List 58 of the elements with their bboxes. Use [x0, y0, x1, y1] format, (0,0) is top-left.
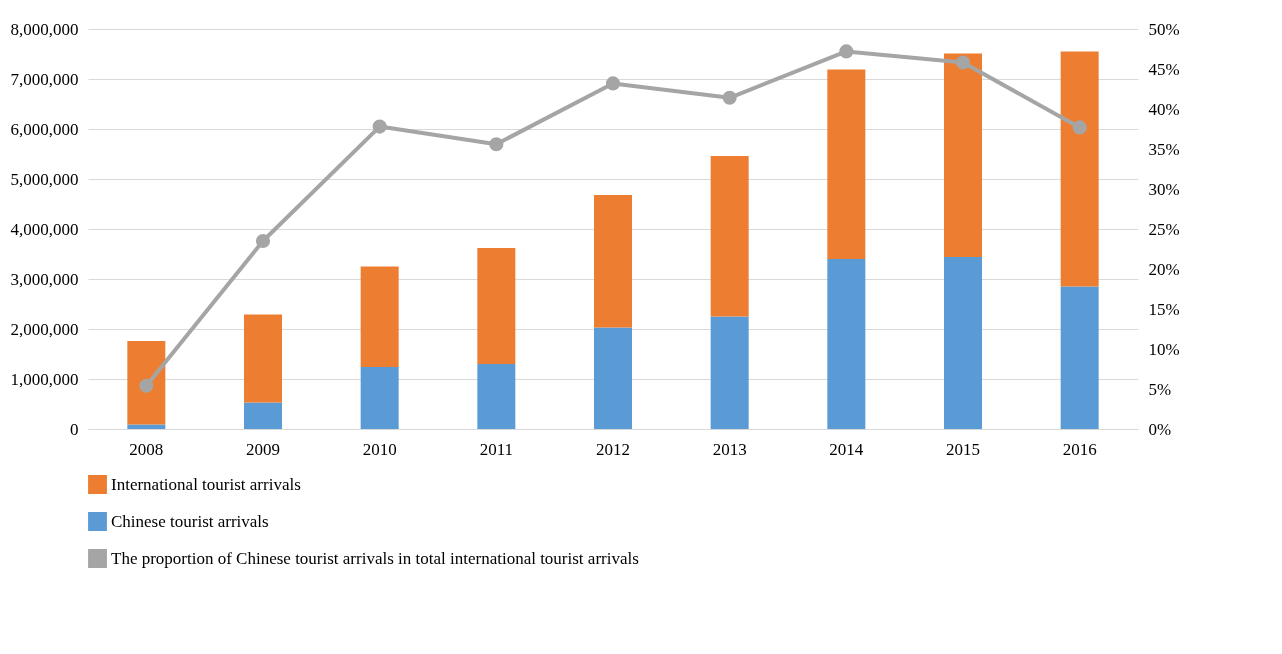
legend-label: The proportion of Chinese tourist arrivals in total international tourist arrivals	[111, 548, 639, 568]
y2-tick-label: 30%	[1148, 179, 1180, 199]
bar	[594, 195, 632, 328]
y-tick-label: 7,000,000	[10, 69, 79, 89]
x-tick-label: 2013	[712, 439, 747, 459]
bar	[244, 314, 282, 403]
x-tick-label: 2011	[479, 439, 514, 459]
point	[605, 76, 621, 91]
x-tick-label: 2008	[129, 439, 164, 459]
bar	[360, 367, 399, 429]
bar	[477, 364, 516, 429]
bar	[360, 266, 399, 367]
bar	[710, 156, 749, 317]
y2-tick-label: 10%	[1148, 339, 1180, 359]
y-tick-label: 6,000,000	[10, 119, 79, 139]
point	[1072, 120, 1087, 135]
y-tick-label: 4,000,000	[10, 219, 79, 239]
point	[139, 378, 154, 393]
bar	[1060, 51, 1099, 287]
x-tick-label: 2010	[362, 439, 397, 459]
bar	[827, 69, 866, 259]
bar	[127, 341, 166, 425]
y2-tick-label: 45%	[1148, 59, 1180, 79]
x-tick-label: 2014	[829, 439, 864, 459]
legend-label: Chinese tourist arrivals	[111, 511, 269, 531]
x-tick-label: 2016	[1062, 439, 1097, 459]
y-tick-label: 1,000,000	[10, 369, 79, 389]
point	[489, 137, 504, 152]
bar	[944, 53, 982, 257]
bar	[944, 257, 982, 429]
y-tick-label: 2,000,000	[10, 319, 79, 339]
x-tick-label: 2015	[946, 439, 980, 459]
x-tick-label: 2009	[246, 439, 280, 459]
point	[255, 233, 271, 249]
point	[722, 90, 737, 105]
y2-tick-label: 20%	[1148, 259, 1180, 279]
y2-tick-label: 5%	[1148, 379, 1172, 399]
point	[839, 44, 854, 59]
point	[955, 55, 971, 70]
bar	[477, 248, 516, 364]
y-tick-label: 8,000,000	[10, 19, 79, 39]
y2-tick-label: 15%	[1148, 299, 1180, 319]
bar	[244, 402, 282, 429]
legend-label: International tourist arrivals	[111, 474, 301, 494]
y2-tick-label: 40%	[1148, 99, 1180, 119]
y-tick-label: 5,000,000	[10, 169, 79, 189]
bar	[1060, 286, 1099, 429]
y-tick-label: 0	[70, 419, 79, 439]
x-tick-label: 2012	[596, 439, 630, 459]
y2-tick-label: 25%	[1148, 219, 1180, 239]
point	[372, 119, 387, 134]
y2-tick-label: 50%	[1148, 19, 1180, 39]
bar	[710, 316, 749, 429]
bar	[827, 259, 866, 429]
bar	[594, 327, 632, 429]
y2-tick-label: 35%	[1148, 139, 1180, 159]
y-tick-label: 3,000,000	[10, 269, 79, 289]
y2-tick-label: 0%	[1148, 419, 1172, 439]
